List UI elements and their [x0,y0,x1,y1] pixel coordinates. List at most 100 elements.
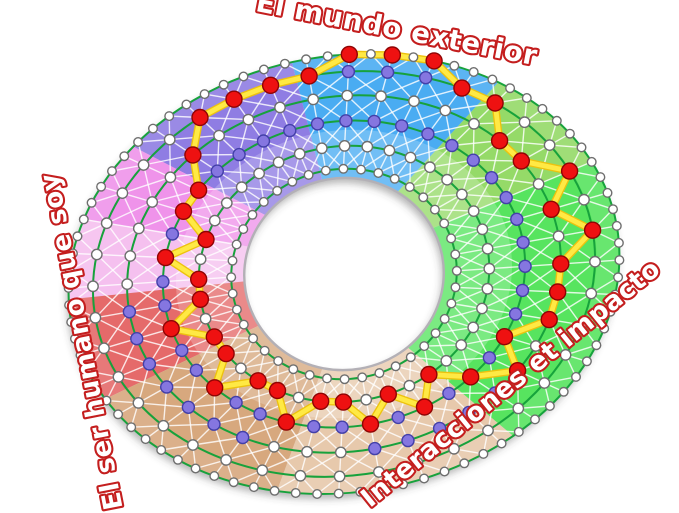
wheel-node-white[interactable] [292,391,305,404]
wheel-node-selected[interactable] [300,67,318,85]
wheel-node-white[interactable] [571,371,582,382]
wheel-node-white[interactable] [589,255,601,268]
wheel-node-selected[interactable] [340,45,358,64]
wheel-node-purple[interactable] [175,343,189,358]
wheel-node-purple[interactable] [508,307,523,321]
wheel-node-white[interactable] [248,482,259,493]
wheel-node-white[interactable] [591,340,602,351]
wheel-node-purple[interactable] [181,400,196,414]
wheel-node-white[interactable] [186,439,199,451]
wheel-node-white[interactable] [220,453,233,466]
wheel-node-white[interactable] [564,128,575,139]
wheel-node-purple[interactable] [232,147,246,162]
wheel-node-white[interactable] [521,92,532,103]
wheel-node-white[interactable] [537,103,548,114]
wheel-node-white[interactable] [614,255,625,266]
wheel-node-white[interactable] [190,463,201,474]
wheel-node-white[interactable] [476,223,489,236]
wheel-node-white[interactable] [529,340,542,352]
wheel-node-purple[interactable] [189,363,204,377]
wheel-node-white[interactable] [146,196,159,208]
wheel-node-white[interactable] [269,485,280,496]
wheel-node-white[interactable] [72,231,83,242]
wheel-node-purple[interactable] [419,70,433,85]
wheel-node-white[interactable] [304,370,315,381]
wheel-node-white[interactable] [82,365,93,376]
wheel-node-white[interactable] [106,166,117,177]
wheel-node-white[interactable] [121,278,134,290]
wheel-node-white[interactable] [576,142,587,153]
wheel-node-white[interactable] [75,350,86,361]
wheel-node-white[interactable] [63,282,74,293]
wheel-node-selected[interactable] [560,162,579,180]
wheel-node-white[interactable] [441,173,453,186]
wheel-node-selected[interactable] [334,393,353,411]
wheel-node-white[interactable] [258,196,269,207]
wheel-node-white[interactable] [64,265,75,276]
wheel-node-white[interactable] [322,51,333,62]
wheel-node-purple[interactable] [210,164,225,178]
wheel-node-white[interactable] [602,187,613,198]
wheel-node-white[interactable] [429,204,440,215]
wheel-node-purple[interactable] [421,127,435,141]
wheel-node-purple[interactable] [516,235,530,250]
wheel-node-white[interactable] [483,262,496,275]
wheel-node-white[interactable] [585,287,598,300]
wheel-node-selected[interactable] [191,290,210,308]
wheel-node-white[interactable] [301,54,312,65]
wheel-node-white[interactable] [365,49,376,60]
wheel-node-purple[interactable] [488,386,502,400]
wheel-node-selected[interactable] [261,76,280,95]
wheel-node-white[interactable] [256,464,269,477]
wheel-node-white[interactable] [383,144,396,157]
wheel-node-selected[interactable] [277,413,295,431]
wheel-node-white[interactable] [231,239,242,250]
wheel-node-white[interactable] [439,466,450,477]
wheel-node-white[interactable] [360,393,373,406]
wheel-node-selected[interactable] [191,108,209,127]
wheel-node-purple[interactable] [142,357,157,371]
wheel-node-selected[interactable] [383,46,401,64]
wheel-node-white[interactable] [439,218,450,229]
wheel-node-white[interactable] [234,362,247,375]
wheel-node-white[interactable] [137,159,150,171]
wheel-node-selected[interactable] [361,415,380,433]
wheel-node-white[interactable] [163,133,176,146]
wheel-node-white[interactable] [518,116,531,129]
wheel-node-selected[interactable] [174,202,193,221]
wheel-node-white[interactable] [253,167,266,180]
wheel-node-purple[interactable] [283,123,297,138]
wheel-node-selected[interactable] [420,365,438,384]
wheel-node-selected[interactable] [542,200,560,219]
wheel-node-white[interactable] [608,204,619,215]
wheel-node-white[interactable] [390,361,401,372]
wheel-node-selected[interactable] [162,320,180,338]
wheel-node-white[interactable] [613,237,624,248]
wheel-node-white[interactable] [301,445,313,458]
wheel-node-white[interactable] [408,95,420,108]
wheel-node-white[interactable] [455,339,468,351]
wheel-node-white[interactable] [468,66,479,77]
wheel-node-white[interactable] [132,396,145,409]
wheel-node-white[interactable] [439,104,452,117]
wheel-node-white[interactable] [147,123,158,134]
wheel-node-purple[interactable] [341,64,356,79]
wheel-node-selected[interactable] [583,221,602,239]
wheel-node-white[interactable] [242,113,255,126]
wheel-node-white[interactable] [586,156,597,167]
wheel-node-purple[interactable] [466,153,480,167]
wheel-node-white[interactable] [446,233,457,244]
wheel-node-white[interactable] [512,402,525,415]
wheel-node-selected[interactable] [549,283,567,301]
wheel-node-white[interactable] [315,142,328,155]
wheel-node-white[interactable] [455,188,468,201]
wheel-node-white[interactable] [419,341,430,352]
wheel-node-white[interactable] [199,89,210,100]
wheel-node-selected[interactable] [189,270,208,288]
wheel-node-purple[interactable] [253,407,267,421]
wheel-node-white[interactable] [78,214,89,225]
wheel-node-white[interactable] [451,265,462,276]
wheel-node-white[interactable] [258,64,269,75]
wheel-node-purple[interactable] [122,305,137,319]
wheel-node-white[interactable] [67,248,78,259]
